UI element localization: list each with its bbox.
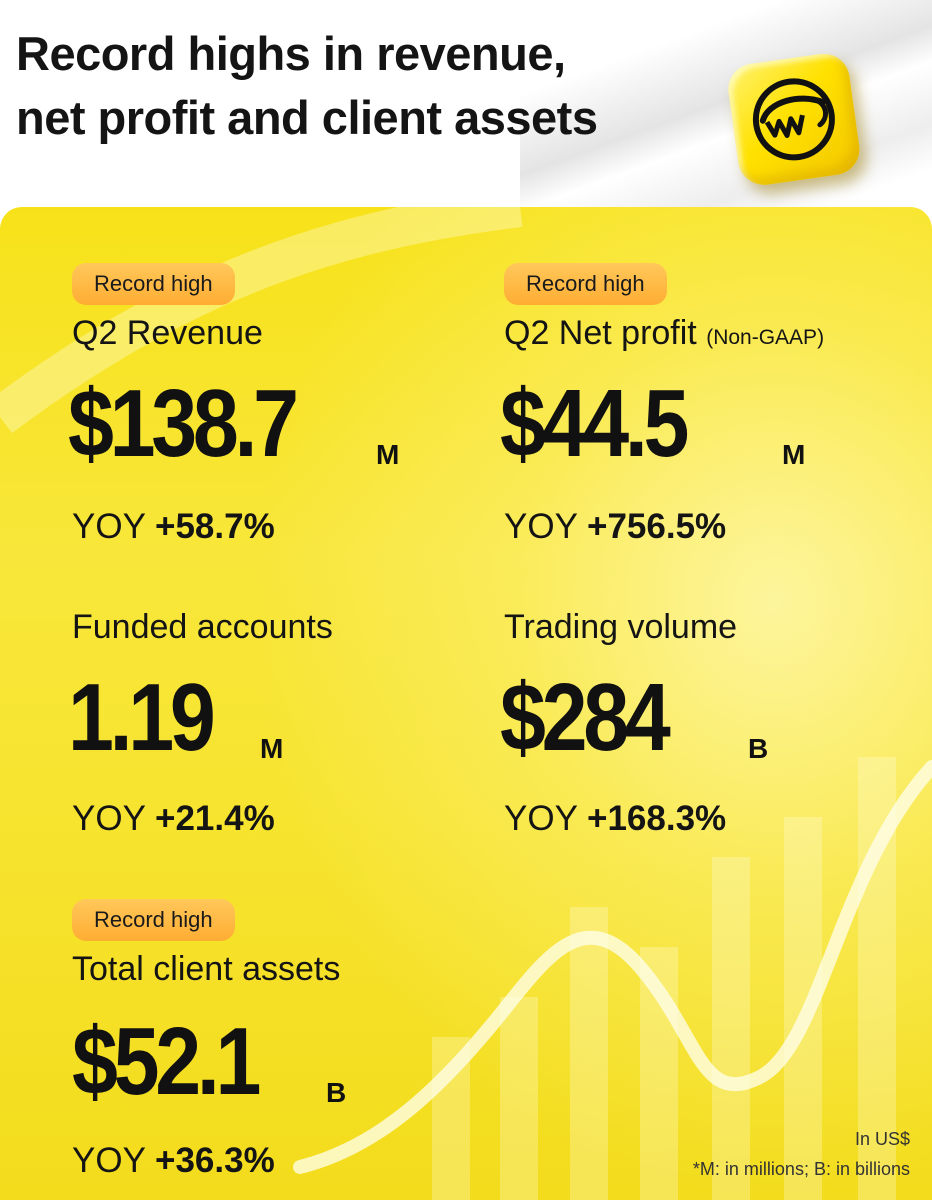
metric-value-unit: B	[748, 733, 769, 764]
metric-label-text: Funded accounts	[72, 608, 333, 646]
yoy-prefix: YOY	[504, 799, 578, 838]
metric-label-text: Q2 Net profit	[504, 314, 697, 352]
metric-value-trading-volume: $284 B	[500, 663, 800, 773]
yoy-prefix: YOY	[504, 507, 578, 546]
metric-value-total-client-assets: $52.1 B	[72, 1007, 372, 1117]
metric-value-number: 1.19	[68, 664, 216, 771]
page-title-line-1: Record highs in revenue,	[16, 27, 566, 80]
yoy-prefix: YOY	[72, 799, 146, 838]
metric-label-text: Q2 Revenue	[72, 314, 263, 352]
yoy-value: +168.3%	[587, 799, 727, 838]
currency-footnote: In US$	[854, 1129, 910, 1149]
metric-value-unit: M	[782, 439, 806, 470]
metric-value-q2-net-profit: $44.5 M	[500, 369, 840, 479]
page-title-line-2: net profit and client assets	[16, 91, 598, 144]
header-sheen-decoration	[520, 0, 932, 210]
metric-value-unit: B	[326, 1077, 347, 1108]
yoy-prefix: YOY	[72, 507, 146, 546]
panel-glow-decoration	[250, 207, 932, 1200]
metric-label-text: Trading volume	[504, 608, 738, 646]
metric-yoy-trading-volume: YOY +168.3%	[504, 799, 726, 839]
metric-label-trading-volume: Trading volume	[504, 607, 737, 647]
metric-label-qualifier: (Non-GAAP)	[706, 326, 825, 349]
metric-label-q2-revenue: Q2 Revenue	[72, 313, 263, 353]
yoy-value: +58.7%	[155, 507, 275, 546]
metric-yoy-q2-net-profit: YOY +756.5%	[504, 507, 726, 547]
yoy-value: +36.3%	[155, 1141, 275, 1180]
metric-label-total-client-assets: Total client assets	[72, 949, 340, 989]
record-high-badge: Record high	[72, 899, 235, 941]
yoy-value: +756.5%	[587, 507, 727, 546]
metric-value-q2-revenue: $138.7 M	[68, 369, 428, 479]
metric-value-funded-accounts: 1.19 M	[68, 663, 328, 773]
metric-value-number: $138.7	[68, 370, 299, 477]
metric-value-unit: M	[376, 439, 400, 470]
metric-value-number: $52.1	[72, 1008, 261, 1115]
header: Record highs in revenue, net profit and …	[0, 0, 932, 210]
metric-yoy-q2-revenue: YOY +58.7%	[72, 507, 275, 547]
record-high-badge: Record high	[504, 263, 667, 305]
metric-value-number: $44.5	[500, 370, 689, 477]
metric-value-unit: M	[260, 733, 284, 764]
metrics-panel: Record high Q2 Revenue $138.7 M YOY +58.…	[0, 207, 932, 1200]
metric-yoy-total-client-assets: YOY +36.3%	[72, 1141, 275, 1181]
logo	[712, 42, 881, 210]
metric-label-q2-net-profit: Q2 Net profit (Non-GAAP)	[504, 313, 824, 358]
metric-label-text: Total client assets	[72, 950, 341, 988]
units-footnote: *M: in millions; B: in billions	[692, 1159, 910, 1179]
yoy-prefix: YOY	[72, 1141, 146, 1180]
yoy-value: +21.4%	[155, 799, 275, 838]
record-high-badge: Record high	[72, 263, 235, 305]
metric-yoy-funded-accounts: YOY +21.4%	[72, 799, 275, 839]
smiling-bull-logo-icon	[725, 50, 863, 189]
metric-label-funded-accounts: Funded accounts	[72, 607, 333, 647]
page-title: Record highs in revenue, net profit and …	[16, 22, 716, 150]
background-chart-decoration	[0, 207, 932, 1200]
metric-value-number: $284	[500, 664, 671, 771]
